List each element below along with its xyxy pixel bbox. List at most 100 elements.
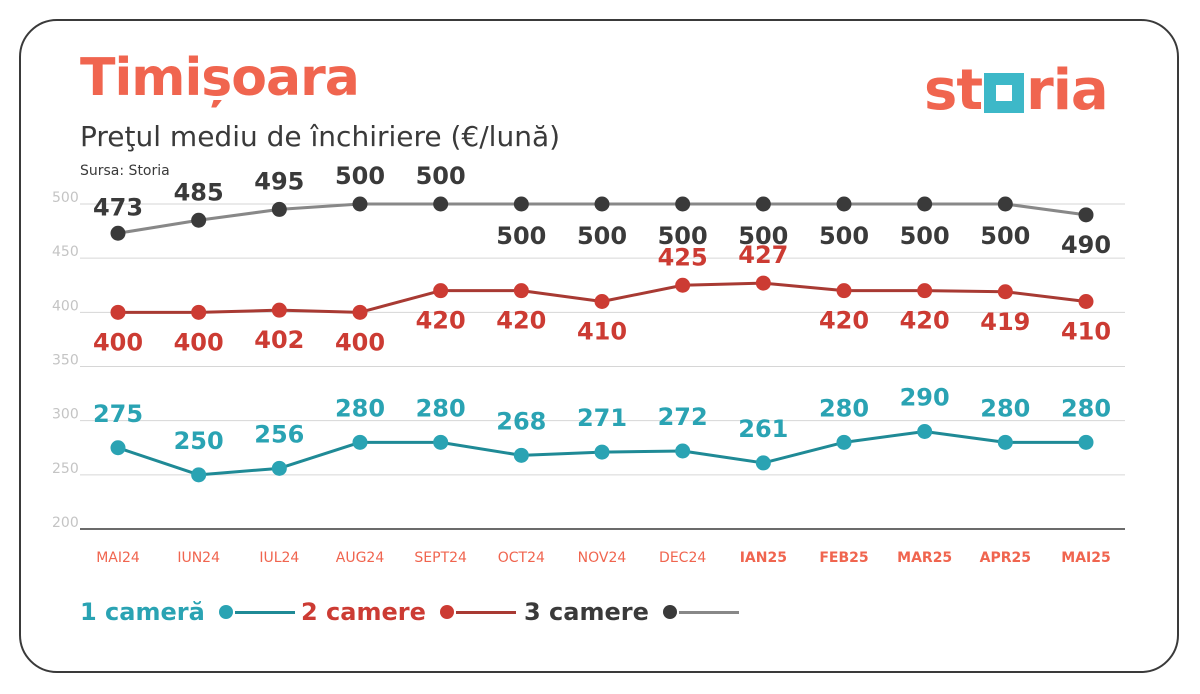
data-point (352, 434, 368, 450)
y-tick-label: 200 (52, 515, 79, 531)
data-label: 427 (738, 241, 788, 269)
x-tick-label: IUN24 (177, 550, 220, 566)
data-label: 500 (496, 222, 546, 250)
data-label: 500 (900, 222, 950, 250)
x-axis-labels: MAI24 IUN24 IUL24 AUG24 SEPT24 OCT24 NOV24 DEC2… (96, 550, 1111, 566)
data-label: 419 (980, 308, 1030, 336)
data-point (271, 302, 287, 318)
chart-card (19, 19, 1179, 673)
data-point (433, 434, 449, 450)
data-label: 420 (819, 307, 869, 335)
data-label: 402 (254, 326, 304, 354)
legend-dot-icon (218, 605, 233, 619)
data-point (594, 294, 610, 309)
y-tick-label: 400 (52, 298, 79, 314)
x-tick-label: FEB25 (819, 550, 868, 566)
legend-line-icon (455, 610, 516, 614)
data-label: 400 (335, 328, 385, 356)
x-tick-label: IAN25 (740, 550, 787, 566)
data-label: 485 (174, 178, 224, 206)
data-label: 500 (416, 162, 466, 190)
x-tick-label: OCT24 (498, 550, 545, 566)
data-label: 271 (577, 404, 627, 432)
y-tick-label: 350 (52, 353, 79, 369)
data-point (836, 283, 852, 299)
data-point (755, 196, 771, 212)
data-point (110, 225, 126, 241)
data-label: 500 (738, 222, 788, 250)
legend-item-2-camere: 2 camere (301, 598, 516, 626)
data-point (997, 196, 1013, 212)
legend-label: 1 cameră (80, 598, 205, 626)
legend-dot-icon (662, 605, 677, 619)
y-tick-label: 450 (52, 244, 79, 260)
data-point (675, 196, 691, 212)
chart-subtitle: Preţul mediu de închiriere (€/lună) (80, 120, 561, 153)
data-label: 400 (174, 328, 224, 356)
data-point (191, 304, 207, 320)
data-label: 256 (254, 420, 304, 448)
data-label: 280 (335, 394, 385, 422)
data-label: 275 (93, 400, 143, 428)
data-point (917, 424, 933, 439)
data-point (594, 196, 610, 212)
x-tick-label: MAI24 (96, 550, 140, 566)
series-3: 473 485 495 500 500 500 500 500 500 500 500 500 490 (93, 162, 1111, 259)
data-label: 495 (254, 167, 304, 195)
data-point (997, 434, 1013, 450)
data-label: 490 (1061, 231, 1111, 259)
data-point (513, 447, 529, 463)
data-point (675, 443, 691, 459)
legend-item-1-camera: 1 cameră (80, 598, 295, 626)
data-label: 280 (1061, 394, 1111, 422)
data-point (594, 444, 610, 460)
x-tick-label: DEC24 (659, 550, 706, 566)
data-point (352, 196, 368, 212)
source-note: Sursa: Storia (80, 163, 170, 179)
x-tick-label: IUL24 (259, 550, 299, 566)
data-label: 420 (900, 307, 950, 335)
data-label: 420 (496, 307, 546, 335)
x-tick-label: MAR25 (897, 550, 952, 566)
data-point (110, 440, 126, 456)
data-label: 280 (980, 394, 1030, 422)
data-label: 420 (416, 307, 466, 335)
y-tick-label: 500 (52, 190, 79, 206)
chart-title: Timișoara (80, 48, 360, 108)
data-label: 280 (416, 394, 466, 422)
data-point (1078, 434, 1094, 450)
data-point (1078, 207, 1094, 223)
data-label: 500 (335, 162, 385, 190)
data-point (836, 196, 852, 212)
logo-square-icon (984, 73, 1025, 113)
legend-line-icon (234, 610, 295, 614)
data-point (513, 196, 529, 212)
data-label: 500 (577, 222, 627, 250)
data-point (755, 455, 771, 471)
data-label: 500 (658, 222, 708, 250)
data-label: 500 (819, 222, 869, 250)
data-point (513, 283, 529, 299)
data-point (271, 460, 287, 476)
legend-line-icon (678, 610, 739, 614)
y-tick-label: 250 (52, 461, 79, 477)
data-point (1078, 294, 1094, 309)
data-label: 410 (577, 318, 627, 346)
data-label: 400 (93, 328, 143, 356)
data-point (675, 277, 691, 293)
data-label: 261 (738, 415, 788, 443)
data-point (433, 283, 449, 299)
data-point (191, 212, 207, 228)
data-point (352, 304, 368, 320)
data-label: 268 (496, 407, 546, 435)
logo-text-right: ria (1026, 57, 1109, 123)
data-point (917, 283, 933, 299)
data-point (433, 196, 449, 212)
x-tick-label: NOV24 (578, 550, 627, 566)
data-label: 500 (980, 222, 1030, 250)
legend-label: 3 camere (524, 598, 649, 626)
legend-dot-icon (439, 605, 454, 619)
storia-logo: st ria (924, 57, 1109, 123)
data-point (755, 275, 771, 291)
